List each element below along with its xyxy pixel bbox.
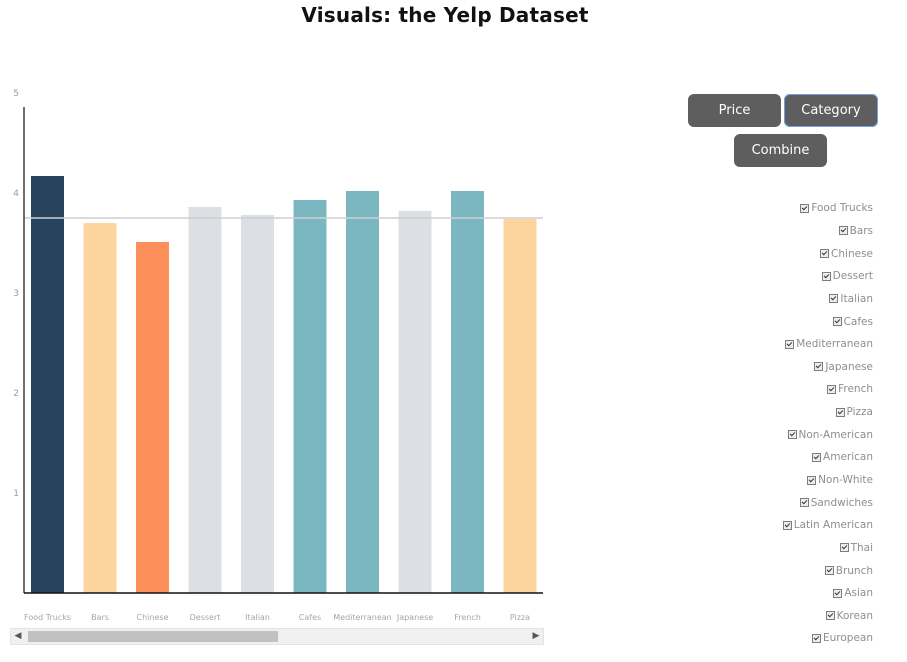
category-filter-item[interactable]: Mediterranean xyxy=(673,333,873,356)
checkbox-checked-icon[interactable] xyxy=(785,339,795,349)
checkbox-checked-icon[interactable] xyxy=(824,566,834,576)
bar[interactable] xyxy=(136,242,169,593)
category-filter-label: American xyxy=(823,451,873,464)
category-filter-label: Bars xyxy=(849,224,873,237)
category-filter-item[interactable]: Latin American xyxy=(673,514,873,537)
checkbox-checked-icon[interactable] xyxy=(833,588,843,598)
bar[interactable] xyxy=(31,176,64,593)
category-filter-label: Pizza xyxy=(846,406,873,419)
x-tick-label: French xyxy=(454,613,481,622)
category-filter-label: Chinese xyxy=(831,247,873,260)
x-tick-label: Chinese xyxy=(137,613,169,622)
x-tick-label: Pizza xyxy=(510,613,530,622)
category-filter-label: Thai xyxy=(850,541,873,554)
category-filter-label: Latin American xyxy=(793,519,873,532)
x-tick-label: Mediterranean xyxy=(333,613,392,622)
category-filter-label: Korean xyxy=(836,609,873,622)
x-tick-label: Italian xyxy=(245,613,270,622)
category-filter-label: Non-White xyxy=(818,474,873,486)
checkbox-checked-icon[interactable] xyxy=(832,317,842,327)
category-filter-list: Food Trucks Bars Chinese Dessert Italian Cafe… xyxy=(673,197,873,650)
category-filter-item[interactable]: Italian xyxy=(673,288,873,311)
checkbox-checked-icon[interactable] xyxy=(820,249,830,259)
bar[interactable] xyxy=(293,200,327,593)
category-filter-item[interactable]: French xyxy=(673,378,873,401)
horizontal-scrollbar[interactable]: ◀ ▶ xyxy=(10,628,544,645)
checkbox-checked-icon[interactable] xyxy=(787,430,797,440)
y-tick-label: 5 xyxy=(13,89,19,99)
category-filter-label: Non-American xyxy=(798,428,873,441)
page-title: Visuals: the Yelp Dataset xyxy=(301,3,589,27)
bar-chart: 1 2 3 4 5 Food Trucks Bars Chinese Dessert Itali… xyxy=(13,89,543,622)
checkbox-checked-icon[interactable] xyxy=(835,407,845,417)
category-filter-item[interactable]: Non-American xyxy=(673,423,873,446)
y-tick-label: 2 xyxy=(13,389,19,399)
category-filter-item[interactable]: Food Trucks xyxy=(673,197,873,220)
category-filter-item[interactable]: Thai xyxy=(673,537,873,560)
category-button[interactable]: Category xyxy=(784,94,878,127)
checkbox-checked-icon[interactable] xyxy=(799,498,809,508)
checkbox-checked-icon[interactable] xyxy=(827,384,837,394)
category-filter-item[interactable]: Japanese xyxy=(673,355,873,378)
category-filter-label: Asian xyxy=(844,587,873,600)
scroll-left-arrow-icon[interactable]: ◀ xyxy=(14,631,22,641)
category-filter-item[interactable]: Cafes xyxy=(673,310,873,333)
category-filter-label: French xyxy=(838,383,873,396)
x-tick-label: Dessert xyxy=(190,613,221,622)
checkbox-checked-icon[interactable] xyxy=(838,226,848,236)
checkbox-checked-icon[interactable] xyxy=(839,543,849,553)
checkbox-checked-icon[interactable] xyxy=(800,203,810,213)
x-tick-label: Bars xyxy=(91,613,109,622)
bar[interactable] xyxy=(188,207,222,593)
checkbox-checked-icon[interactable] xyxy=(812,452,822,462)
category-filter-item[interactable]: Pizza xyxy=(673,401,873,424)
price-button[interactable]: Price xyxy=(688,94,781,127)
bar[interactable] xyxy=(346,191,379,593)
category-filter-item[interactable]: European xyxy=(673,627,873,650)
category-filter-label: Japanese xyxy=(825,360,873,373)
category-filter-label: Sandwiches xyxy=(810,496,873,509)
scroll-thumb[interactable] xyxy=(28,631,278,642)
category-filter-item[interactable]: Asian xyxy=(673,582,873,605)
y-tick-label: 3 xyxy=(13,289,19,299)
checkbox-checked-icon[interactable] xyxy=(811,633,821,643)
bar[interactable] xyxy=(83,223,117,593)
category-filter-item[interactable]: Chinese xyxy=(673,242,873,265)
checkbox-checked-icon[interactable] xyxy=(821,271,831,281)
bar[interactable] xyxy=(451,191,484,593)
combine-button[interactable]: Combine xyxy=(734,134,827,167)
x-tick-label: Cafes xyxy=(299,613,321,622)
bars-group xyxy=(31,176,537,593)
checkbox-checked-icon[interactable] xyxy=(825,611,835,621)
scroll-right-arrow-icon[interactable]: ▶ xyxy=(532,631,540,641)
category-filter-label: Cafes xyxy=(843,315,873,328)
category-filter-label: European xyxy=(822,632,873,645)
bar[interactable] xyxy=(398,211,432,593)
y-tick-label: 1 xyxy=(13,489,19,499)
y-axis-ticks: 1 2 3 4 5 xyxy=(13,89,19,499)
category-filter-label: Mediterranean xyxy=(796,338,873,351)
checkbox-checked-icon[interactable] xyxy=(782,520,792,530)
category-filter-label: Dessert xyxy=(832,270,873,283)
category-filter-label: Brunch xyxy=(835,564,873,577)
category-filter-item[interactable]: Non-White xyxy=(673,469,873,492)
category-filter-item[interactable]: Korean xyxy=(673,605,873,628)
y-tick-label: 4 xyxy=(13,189,19,199)
category-filter-item[interactable]: Dessert xyxy=(673,265,873,288)
checkbox-checked-icon[interactable] xyxy=(829,294,839,304)
x-tick-label: Japanese xyxy=(396,613,433,622)
x-tick-label: Food Trucks xyxy=(24,613,71,622)
category-filter-item[interactable]: Brunch xyxy=(673,559,873,582)
category-filter-item[interactable]: American xyxy=(673,446,873,469)
checkbox-checked-icon[interactable] xyxy=(807,475,817,485)
category-filter-label: Food Trucks xyxy=(811,202,873,215)
checkbox-checked-icon[interactable] xyxy=(814,362,824,372)
bar[interactable] xyxy=(503,219,537,593)
bar[interactable] xyxy=(241,215,274,593)
category-filter-item[interactable]: Bars xyxy=(673,220,873,243)
category-filter-item[interactable]: Sandwiches xyxy=(673,491,873,514)
x-axis-labels: Food Trucks Bars Chinese Dessert Italian Cafe… xyxy=(24,613,530,622)
category-filter-label: Italian xyxy=(840,292,873,305)
